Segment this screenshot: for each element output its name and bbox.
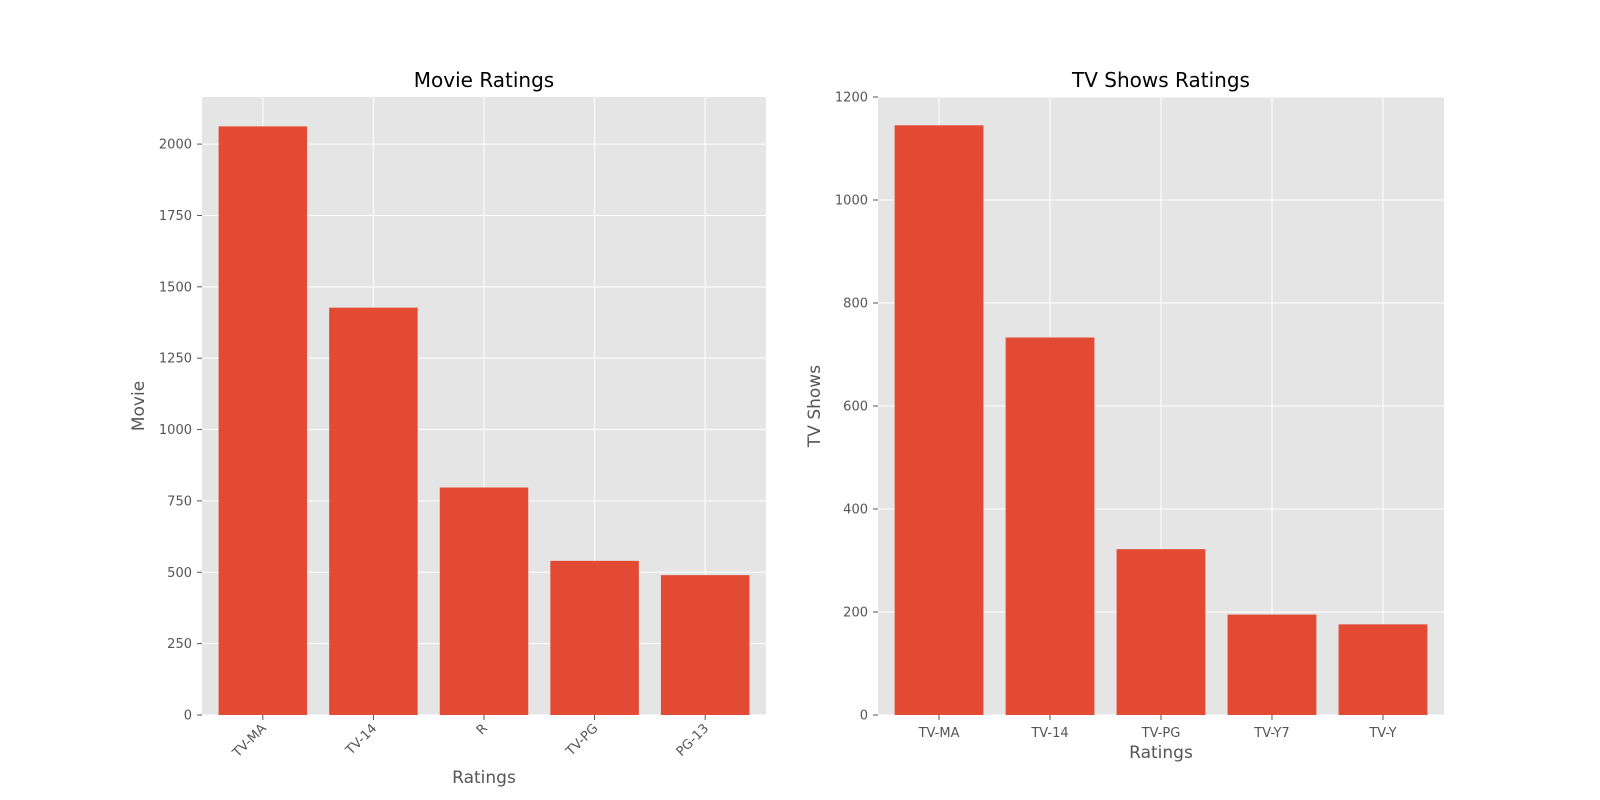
movie-x-axis-label: Ratings — [452, 768, 516, 788]
tv-y-axis-label: TV Shows — [805, 365, 825, 448]
tv-y-tick-label: 200 — [843, 606, 868, 621]
tv-bar-tv-y — [1338, 624, 1428, 715]
tv-x-tick-label: TV-MA — [918, 726, 960, 741]
tv-bar-tv-ma — [894, 125, 984, 715]
movie-y-tick-label: 1750 — [159, 209, 192, 224]
movie-bar-tv-pg — [550, 560, 639, 715]
movie-bar-tv-14 — [329, 307, 418, 715]
tv-y-tick-label: 800 — [843, 297, 868, 312]
movie-x-tick-label: TV-14 — [343, 721, 381, 759]
tv-y-tick-label: 1200 — [835, 91, 868, 106]
movie-y-tick-label: 0 — [184, 709, 192, 724]
tv-bar-tv-pg — [1116, 549, 1206, 715]
tv-chart-title: TV Shows Ratings — [1071, 68, 1250, 92]
tv-x-tick-label: TV-14 — [1030, 726, 1068, 741]
movie-bar-pg-13 — [660, 575, 750, 715]
tv-shows-ratings-chart: 0 200 400 600 800 1000 1200 TV-MA TV-14 TV-PG TV-Y… — [805, 68, 1444, 763]
movie-y-tick-label: 1000 — [159, 423, 192, 438]
movie-y-tick-label: 500 — [167, 566, 192, 581]
movie-chart-title: Movie Ratings — [414, 68, 554, 92]
tv-y-tick-label: 1000 — [835, 194, 868, 209]
movie-bar-r — [439, 487, 529, 715]
tv-x-axis-label: Ratings — [1129, 743, 1193, 763]
movie-ratings-chart: 0 250 500 750 1000 1250 1500 1750 2000 TV-MA TV-14… — [129, 68, 766, 788]
movie-y-tick-label: 1250 — [159, 352, 192, 367]
movie-y-tick-label: 750 — [167, 494, 192, 509]
movie-y-tick-label: 2000 — [159, 138, 192, 153]
tv-x-tick-label: TV-PG — [1141, 726, 1181, 741]
tv-x-tick-label: TV-Y — [1368, 726, 1396, 741]
tv-bar-tv-y7 — [1227, 614, 1317, 715]
movie-x-tick-label: PG-13 — [674, 721, 712, 759]
movie-x-tick-label: R — [474, 721, 491, 738]
tv-y-tick-label: 600 — [843, 400, 868, 415]
movie-bar-tv-ma — [218, 126, 308, 716]
tv-y-tick-label: 400 — [843, 503, 868, 518]
tv-bar-tv-14 — [1005, 337, 1095, 715]
movie-y-tick-label: 1500 — [159, 280, 192, 295]
movie-x-tick-label: TV-PG — [563, 721, 602, 760]
tv-y-tick-label: 0 — [860, 709, 868, 724]
movie-x-tick-label: TV-MA — [229, 721, 269, 761]
movie-y-tick-label: 250 — [167, 637, 192, 652]
tv-x-tick-label: TV-Y7 — [1253, 726, 1289, 741]
movie-y-axis-label: Movie — [129, 381, 149, 431]
